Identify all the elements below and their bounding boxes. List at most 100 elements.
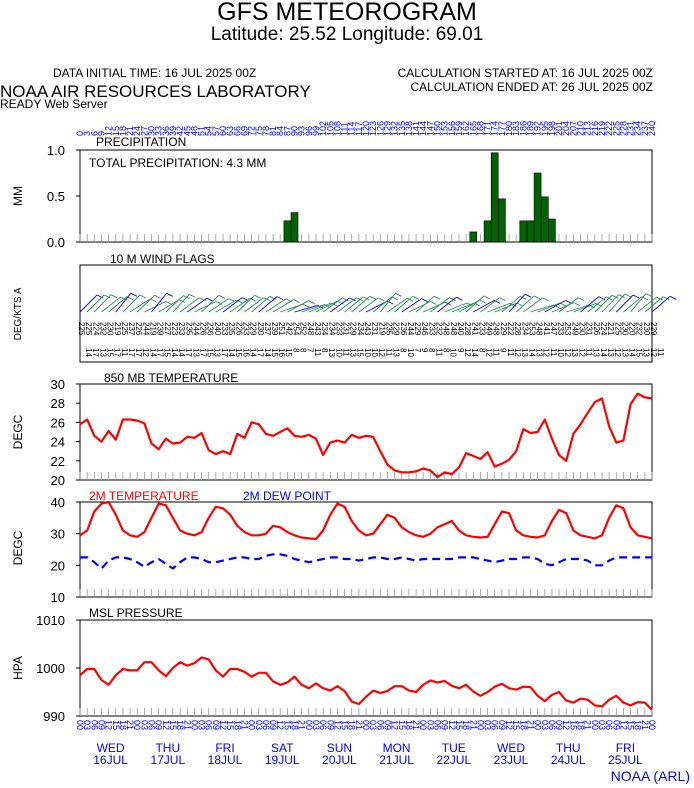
precip-total-annotation: TOTAL PRECIPITATION: 4.3 MM [89, 156, 266, 170]
wind-direction-label: 226 [592, 322, 601, 336]
wind-speed-label: 13 [191, 348, 200, 357]
wind-barb-flag [645, 293, 653, 298]
wind-speed-label: 14 [248, 348, 257, 357]
noaa-arl-credit: NOAA (ARL) [611, 768, 690, 784]
wind-barb-flag [483, 295, 491, 300]
utc-hour-label: 21 [583, 720, 593, 730]
wind-barb-flag [412, 295, 419, 300]
wind-barb [151, 293, 167, 313]
wind-barb-flag [421, 298, 428, 303]
wind-barb-flag [378, 297, 385, 302]
wind-barb [287, 300, 309, 313]
wind-barb-flag [356, 297, 363, 302]
wind-speed-label: 12 [563, 348, 572, 357]
wind-speed-label: 15 [284, 348, 293, 357]
wind-speed-label: 8 [291, 348, 300, 353]
forecast-hour-label: 102 [318, 121, 328, 136]
utc-hour-label: 18 [633, 720, 643, 730]
utc-hour-label: 18 [290, 720, 300, 730]
wind-barb [558, 297, 579, 313]
wind-direction-label: 232 [98, 322, 107, 336]
utc-hour-label: 18 [232, 720, 242, 730]
wind-speed-label: 10 [363, 348, 372, 357]
wind-barb [136, 294, 155, 313]
wind-direction-label: 235 [384, 322, 393, 336]
wind-direction-label: 233 [427, 322, 436, 336]
utc-hour-label: 18 [518, 720, 528, 730]
utc-hour-label: 00 [361, 720, 371, 730]
utc-hour-label: 06 [261, 720, 271, 730]
forecast-hour-label: 216 [590, 121, 600, 136]
wind-barb-flag [206, 297, 214, 302]
wind-barb [480, 297, 500, 313]
wind-direction-label: 244 [191, 322, 200, 336]
day-name-label: SUN [327, 741, 352, 755]
wind-barb-flag [395, 292, 402, 297]
wind-barb-flag [499, 297, 506, 302]
wind-barb [351, 295, 371, 313]
forecast-hour-label: 27 [139, 126, 149, 136]
wind-speed-label: 10 [334, 348, 343, 357]
wind-direction-label: 243 [313, 322, 322, 336]
wind-barb-flag [632, 294, 640, 299]
precip-bar [533, 172, 542, 243]
wind-barb-flag [165, 301, 173, 305]
forecast-hour-label: 63 [225, 126, 235, 136]
t850-panel-title: 850 MB TEMPERATURE [104, 371, 238, 385]
wind-direction-label: 248 [492, 322, 501, 336]
wind-direction-label: 219 [377, 322, 386, 336]
wind-direction-label: 222 [506, 322, 515, 336]
t850-y-axis-label: 28 [51, 396, 65, 411]
wind-barb [630, 293, 647, 313]
wind-barb [337, 297, 357, 313]
forecast-hour-label: 210 [576, 121, 586, 136]
wind-speed-label: 17 [198, 348, 207, 357]
utc-hour-label: 09 [382, 720, 392, 730]
utc-hour-label: 21 [239, 720, 249, 730]
wind-barb-flag [662, 296, 670, 301]
pressure-y-axis-label: 1000 [36, 661, 65, 676]
wind-barb [523, 297, 543, 313]
wind-direction-label: 234 [327, 322, 336, 336]
wind-direction-label: 234 [320, 322, 329, 336]
utc-hour-label: 06 [547, 720, 557, 730]
utc-hour-label: 12 [332, 720, 342, 730]
wind-barb-flag [516, 302, 524, 307]
wind-barb-flag [618, 294, 625, 299]
wind-direction-label: 248 [535, 322, 544, 336]
utc-hour-label: 06 [204, 720, 214, 730]
wind-barb [394, 295, 413, 313]
utc-hour-label: 21 [297, 720, 307, 730]
wind-speed-label: 14 [263, 348, 272, 357]
t850-y-axis-label: 24 [51, 435, 65, 450]
wind-barb [379, 293, 396, 313]
wind-barb [637, 296, 657, 313]
wind-speed-label: 13 [520, 348, 529, 357]
wind-barb [487, 302, 511, 313]
forecast-hour-label: 9 [96, 131, 106, 136]
forecast-hour-label: 21 [125, 126, 135, 136]
forecast-hour-label: 93 [297, 126, 307, 136]
calculation-started: CALCULATION STARTED AT: 16 JUL 2025 00Z [397, 66, 653, 80]
wind-barb [251, 295, 270, 313]
wind-barb [93, 294, 112, 313]
wind-speed-label: 11 [434, 348, 443, 357]
wind-speed-label: 13 [592, 348, 601, 357]
wind-barb [115, 293, 132, 313]
server-name: READY Web Server [0, 97, 108, 111]
wind-barb-flag [430, 301, 437, 305]
pressure-line [79, 656, 653, 711]
utc-hour-label: 15 [225, 720, 235, 730]
wind-speed-label: 10 [449, 348, 458, 357]
wind-direction-label: 232 [435, 322, 444, 336]
wind-direction-label: 241 [470, 322, 479, 336]
utc-hour-label: 15 [454, 720, 464, 730]
wind-direction-label: 242 [284, 322, 293, 336]
forecast-hour-label: 84 [275, 126, 285, 136]
wind-direction-label: 225 [613, 322, 622, 336]
wind-direction-label: 230 [620, 322, 629, 336]
wind-barb [229, 297, 251, 313]
wind-direction-label: 226 [199, 322, 208, 336]
wind-barb [515, 295, 535, 313]
